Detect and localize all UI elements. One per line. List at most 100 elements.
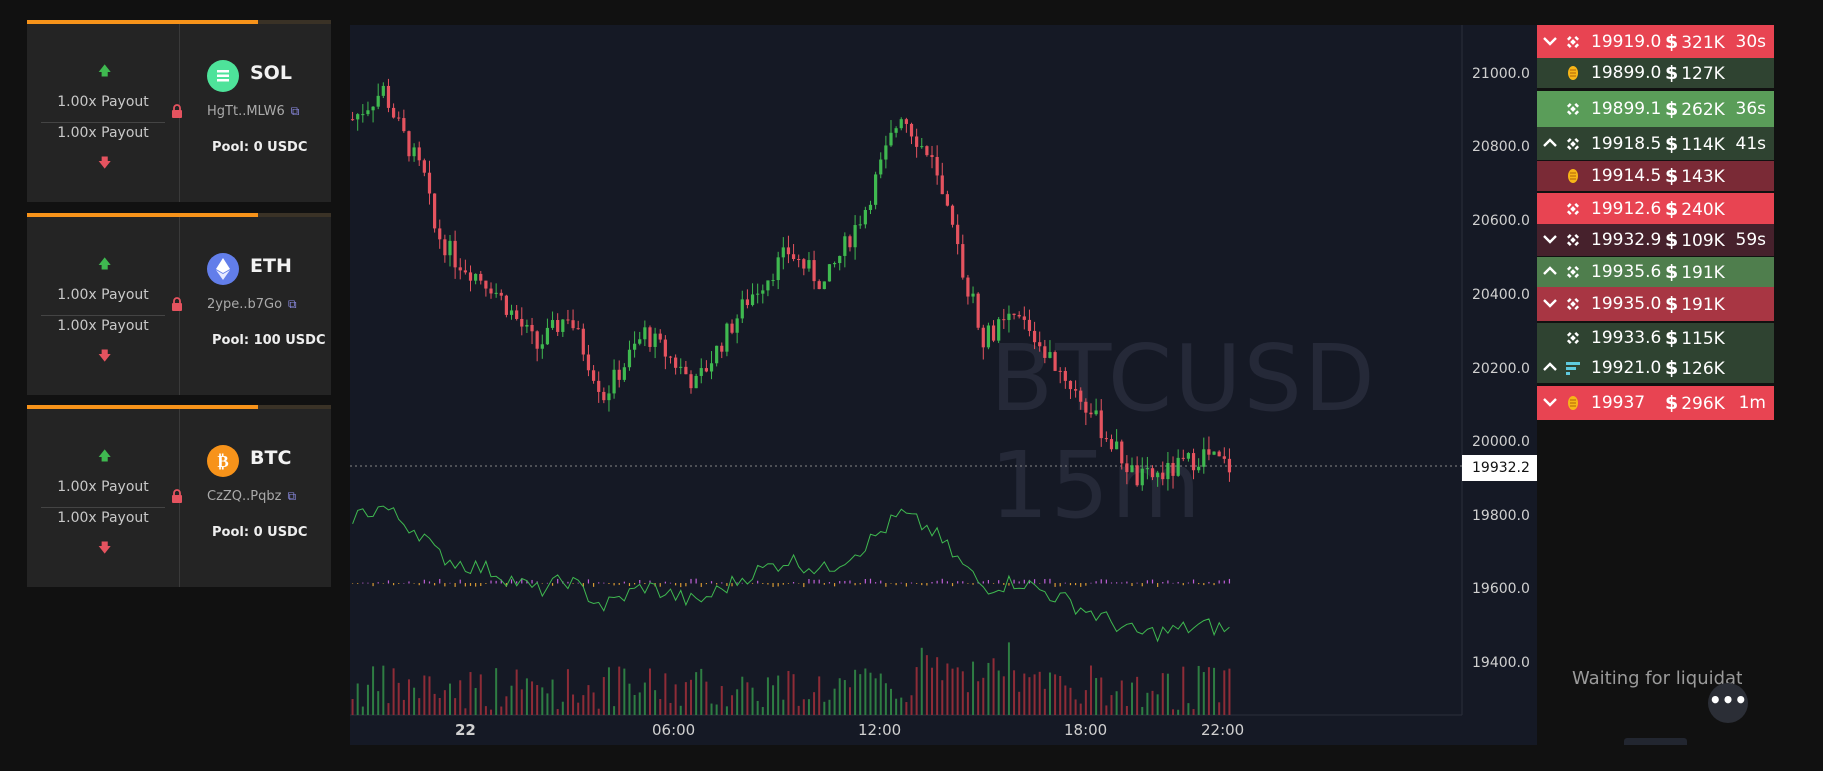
volume-bar xyxy=(792,674,795,715)
chart-canvas[interactable] xyxy=(350,25,1537,745)
candle xyxy=(1032,321,1037,350)
dollar-icon: $ xyxy=(1665,98,1679,120)
candle xyxy=(356,113,360,131)
oscillator-bar xyxy=(546,582,549,584)
external-link-icon[interactable]: ⧉ xyxy=(290,104,300,118)
liquidation-row[interactable]: 19918.5 $114K 41s xyxy=(1537,127,1774,160)
volume-bar xyxy=(966,692,969,715)
liquidation-row[interactable]: 19899.1 $262K 36s xyxy=(1537,91,1774,127)
oscillator-bar xyxy=(803,583,805,588)
oscillator-bar xyxy=(618,583,620,585)
oscillator-bar xyxy=(1018,581,1020,584)
external-link-icon[interactable]: ⧉ xyxy=(287,489,297,503)
oscillator-bar xyxy=(469,583,472,586)
candle xyxy=(530,317,534,345)
candle xyxy=(1222,447,1226,464)
liquidation-row[interactable]: 19914.5 $143K xyxy=(1537,161,1774,191)
bet-down-button[interactable]: 🡇 xyxy=(98,541,112,556)
chevron-up-icon xyxy=(1543,136,1559,152)
volume-bar xyxy=(479,674,482,715)
liquidation-price: 19935.6 xyxy=(1591,262,1662,282)
candle xyxy=(602,387,606,404)
market-card-sol: 🡅 1.00x Payout 1.00x Payout 🡇 SOL HgTt..… xyxy=(27,20,331,202)
volume-bar xyxy=(356,683,359,715)
liquidation-price: 19932.9 xyxy=(1591,230,1662,250)
candle xyxy=(1022,306,1026,330)
price-chart[interactable]: BTCUSD 15m xyxy=(350,25,1537,745)
oscillator-bar xyxy=(577,582,579,584)
oscillator-bar xyxy=(741,582,743,584)
volume-bar xyxy=(695,672,698,715)
volume-bar xyxy=(936,657,939,715)
liquidation-row[interactable]: 19912.6 $240K xyxy=(1537,193,1774,224)
oscillator-bar xyxy=(890,583,892,584)
market-address[interactable]: HgTt..MLW6 ⧉ xyxy=(207,104,300,119)
market-card-eth: 🡅 1.00x Payout 1.00x Payout 🡇 ETH 2ype..… xyxy=(27,213,331,395)
liquidation-row[interactable]: 19937 $296K 1m xyxy=(1537,386,1774,420)
oscillator-bar xyxy=(875,582,877,584)
liquidation-price: 19918.5 xyxy=(1591,133,1662,154)
volume-bar xyxy=(484,706,487,715)
liquidation-row[interactable]: 19932.9 $109K 59s xyxy=(1537,224,1774,256)
oscillator-bar xyxy=(731,583,733,587)
candle xyxy=(1227,448,1232,482)
candle xyxy=(581,323,585,362)
svg-text:₿: ₿ xyxy=(217,452,228,471)
liquidation-row[interactable]: 19919.0 $321K 30s xyxy=(1537,25,1774,59)
volume-bar xyxy=(895,698,898,715)
candle xyxy=(904,117,908,133)
oscillator-bar xyxy=(418,583,420,586)
oscillator-bar xyxy=(362,582,364,584)
liquidation-row[interactable]: 19921.0 $126K xyxy=(1537,353,1774,383)
bet-up-button[interactable]: 🡅 xyxy=(98,64,112,79)
oscillator-bar xyxy=(823,583,825,585)
oscillator-bar xyxy=(592,583,595,587)
volume-bar xyxy=(541,687,544,715)
volume-bar xyxy=(413,687,416,715)
liquidation-row[interactable]: 19935.0 $191K xyxy=(1537,287,1774,321)
volume-bar xyxy=(643,682,646,715)
market-address[interactable]: CzZQ..Pqbz ⧉ xyxy=(207,489,297,504)
oscillator-bar xyxy=(982,581,984,584)
candle xyxy=(956,214,960,255)
volume-bar xyxy=(889,688,892,715)
liquidation-row[interactable]: 19935.6 $191K xyxy=(1537,257,1774,287)
liquidation-row[interactable]: 19899.0 $127K xyxy=(1537,58,1774,88)
dollar-icon: $ xyxy=(1665,62,1679,84)
market-address[interactable]: 2ype..b7Go ⧉ xyxy=(207,297,297,312)
liquidation-time: 30s xyxy=(1735,32,1767,52)
bet-up-button[interactable]: 🡅 xyxy=(98,257,112,272)
volume-bar xyxy=(1228,668,1231,715)
oscillator-bar xyxy=(428,581,431,584)
volume-bar xyxy=(1151,690,1154,715)
volume-bar xyxy=(525,678,528,715)
volume-bar xyxy=(1187,703,1190,715)
liquidation-row[interactable]: 19933.6 $115K xyxy=(1537,323,1774,353)
oscillator-bar xyxy=(751,583,754,584)
oscillator-bar xyxy=(1100,579,1102,584)
volume-bar xyxy=(520,689,523,715)
external-link-icon[interactable]: ⧉ xyxy=(288,297,297,311)
x-axis-tick: 12:00 xyxy=(858,721,902,739)
bet-down-button[interactable]: 🡇 xyxy=(98,156,112,171)
candle xyxy=(632,331,637,358)
volume-bar xyxy=(864,668,867,715)
volume-bar xyxy=(992,658,995,715)
candle xyxy=(863,206,867,229)
volume-bar xyxy=(582,695,585,715)
bet-up-button[interactable]: 🡅 xyxy=(98,449,112,464)
more-options-button[interactable]: ••• xyxy=(1708,683,1748,723)
candle xyxy=(950,204,955,228)
volume-bar xyxy=(1213,667,1216,715)
candle xyxy=(1048,340,1052,359)
oscillator-bar xyxy=(905,583,907,587)
volume-bar xyxy=(1197,665,1200,715)
lock-icon xyxy=(172,297,182,311)
oscillator-bar xyxy=(705,583,707,585)
oscillator-bar xyxy=(628,583,631,587)
volume-bar xyxy=(551,679,554,715)
bet-down-button[interactable]: 🡇 xyxy=(98,349,112,364)
panel-tab[interactable] xyxy=(1624,738,1687,745)
btc-icon: ₿ xyxy=(207,445,239,477)
candle xyxy=(802,258,806,276)
